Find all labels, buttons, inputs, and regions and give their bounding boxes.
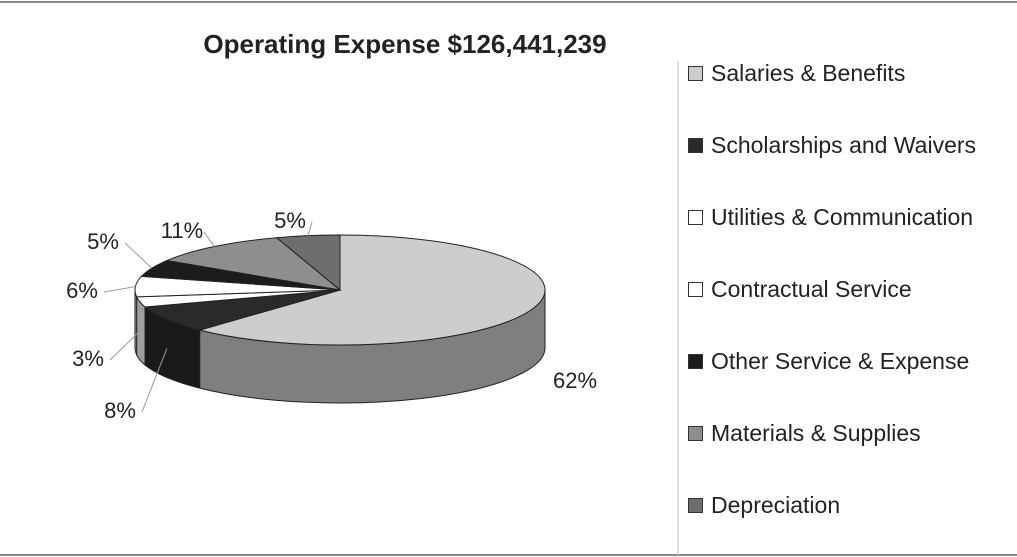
slice [143, 289, 341, 331]
legend-item: Other Service & Expense [688, 348, 969, 375]
legend-item: Scholarships and Waivers [688, 132, 976, 159]
leader-line [203, 231, 215, 247]
legend-swatch [688, 66, 703, 81]
legend-label: Salaries & Benefits [711, 60, 906, 86]
legend-label: Depreciation [711, 492, 841, 518]
data-label: 62% [553, 368, 597, 393]
slice [165, 237, 342, 291]
legend-label: Scholarships and Waivers [711, 132, 977, 158]
legend-swatch [688, 282, 703, 297]
data-label: 8% [104, 398, 136, 423]
data-label: 6% [66, 278, 98, 303]
leader-line [103, 286, 136, 293]
legend-label: Materials & Supplies [711, 420, 921, 446]
legend-item: Salaries & Benefits [688, 60, 905, 87]
legend-swatch [688, 210, 703, 225]
legend-label: Other Service & Expense [711, 348, 970, 374]
slice [197, 234, 546, 346]
leader-line [141, 348, 168, 413]
slice-side [136, 296, 146, 367]
data-label: 3% [72, 346, 104, 371]
leader-line [124, 242, 153, 269]
legend-swatch [688, 138, 703, 153]
data-label: 5% [87, 229, 119, 254]
legend-item: Depreciation [688, 492, 840, 519]
legend-label: Contractual Service [711, 276, 912, 302]
leader-line [109, 330, 141, 361]
legend-swatch [688, 498, 703, 513]
chart-title: Operating Expense $126,441,239 [203, 29, 606, 59]
legend-swatch [688, 354, 703, 369]
legend-item: Utilities & Communication [688, 204, 973, 231]
legend-swatch [688, 426, 703, 441]
legend-label: Utilities & Communication [711, 204, 974, 230]
leader-line [307, 221, 313, 236]
slice-side [134, 289, 138, 356]
data-label: 5% [274, 208, 306, 233]
data-label: 11% [161, 218, 203, 243]
legend-item: Contractual Service [688, 276, 912, 303]
legend-item: Materials & Supplies [688, 420, 921, 447]
